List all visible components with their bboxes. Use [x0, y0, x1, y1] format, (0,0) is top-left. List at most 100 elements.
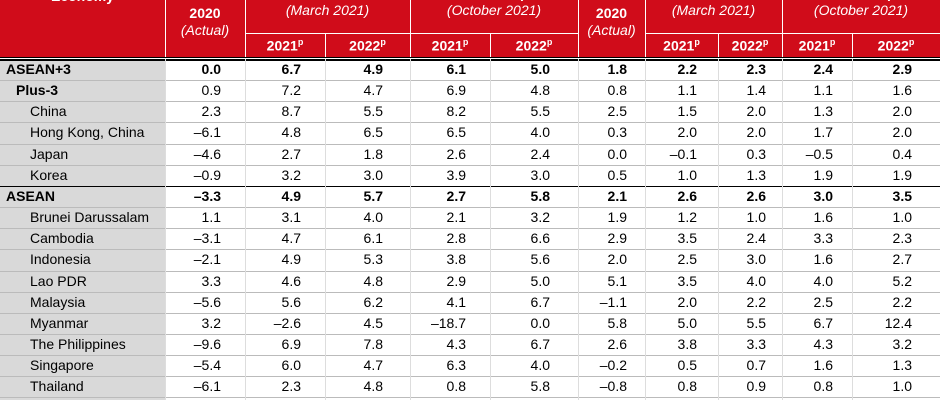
cell-value: 2.6: [677, 187, 697, 204]
row-line: [0, 228, 940, 230]
row-label: Thailand: [30, 378, 84, 395]
projection-mark: p: [297, 37, 304, 47]
row-label: Singapore: [30, 357, 94, 374]
cell-value: 0.3: [607, 124, 627, 141]
cell-value: 5.3: [363, 251, 383, 268]
cell-value: 3.5: [677, 230, 697, 247]
row-label: Korea: [30, 166, 68, 183]
header-block: AREO 2021 Update(October 2021): [410, 0, 578, 19]
cell-value: –5.6: [193, 293, 221, 310]
cell-value: 4.9: [281, 251, 301, 268]
cell-value: 2.0: [892, 124, 912, 141]
row-label: Cambodia: [30, 230, 94, 247]
cell-value: 6.7: [530, 335, 550, 352]
cell-value: 4.8: [281, 124, 301, 141]
cell-value: –4.6: [193, 145, 221, 162]
header-band: [0, 0, 940, 58]
projection-mark: p: [694, 37, 700, 47]
header-divider: [718, 33, 719, 58]
cell-value: 2.9: [446, 272, 466, 289]
cell-value: 0.8: [677, 378, 697, 395]
header-year: 2021p: [410, 37, 490, 54]
cell-value: –0.5: [805, 145, 833, 162]
cell-value: 0.7: [746, 357, 766, 374]
cell-value: 1.6: [892, 82, 912, 99]
cell-value: 0.8: [813, 378, 833, 395]
cell-value: 2.3: [892, 230, 912, 247]
header-title: 2020: [189, 5, 221, 21]
header-divider: [852, 33, 853, 58]
cell-value: 1.9: [607, 209, 627, 226]
cell-value: 5.8: [530, 187, 550, 204]
cell-value: 2.1: [607, 187, 627, 204]
column-line: [490, 59, 491, 400]
cell-value: 4.7: [281, 230, 301, 247]
header-block: 2020 (Actual): [165, 5, 245, 39]
cell-value: 2.8: [446, 230, 466, 247]
cell-value: 2.2: [677, 61, 697, 77]
cell-value: 3.0: [746, 251, 766, 268]
cell-value: 1.7: [813, 124, 833, 141]
cell-value: 5.0: [677, 314, 697, 331]
header-block: AREO 2021(March 2021): [245, 0, 410, 19]
cell-value: 2.4: [813, 61, 833, 77]
cell-value: 3.1: [281, 209, 301, 226]
cell-value: 4.9: [281, 187, 301, 204]
cell-value: 6.9: [446, 82, 466, 99]
cell-value: 1.9: [813, 166, 833, 183]
year: 2021: [266, 37, 298, 54]
cell-value: –0.2: [599, 357, 627, 374]
projection-mark: p: [908, 37, 915, 47]
cell-value: 3.2: [201, 314, 221, 331]
row-line: [0, 270, 940, 272]
cell-value: 5.6: [281, 293, 301, 310]
cell-value: 6.1: [363, 230, 383, 247]
cell-value: 5.2: [892, 272, 912, 289]
cell-value: 1.0: [677, 166, 697, 183]
header-divider: [165, 0, 166, 58]
row-line: [0, 59, 940, 61]
cell-value: 4.5: [363, 314, 383, 331]
cell-value: 4.6: [281, 272, 301, 289]
header-note: (Actual): [587, 22, 636, 38]
cell-value: 3.8: [446, 251, 466, 268]
header-economy: Economy: [0, 0, 165, 4]
row-label: The Philippines: [30, 335, 126, 352]
cell-value: 3.0: [530, 166, 550, 183]
cell-value: 2.0: [892, 103, 912, 120]
header-year: 2021p: [245, 37, 325, 54]
cell-value: 3.5: [892, 187, 912, 204]
cell-value: 5.5: [746, 314, 766, 331]
cell-value: –9.6: [193, 335, 221, 352]
row-label: China: [30, 103, 67, 120]
row-label: Hong Kong, China: [30, 124, 145, 141]
header-title: AREO 2021 Update: [431, 0, 558, 1]
cell-value: 5.0: [530, 272, 550, 289]
cell-value: 0.8: [607, 82, 627, 99]
cell-value: –0.1: [669, 145, 697, 162]
cell-value: 1.2: [677, 209, 697, 226]
cell-value: 4.1: [446, 293, 466, 310]
cell-value: 1.3: [813, 103, 833, 120]
cell-value: 1.5: [677, 103, 697, 120]
header-title: AREO 2021: [676, 0, 751, 1]
cell-value: 3.2: [281, 166, 301, 183]
projection-mark: p: [546, 37, 553, 47]
row-line: [0, 291, 940, 293]
cell-value: 7.8: [363, 335, 383, 352]
row-line: [0, 164, 940, 166]
cell-value: 1.6: [813, 357, 833, 374]
cell-value: 1.1: [677, 82, 697, 99]
cell-value: 8.2: [446, 103, 466, 120]
cell-value: 3.2: [530, 209, 550, 226]
cell-value: 0.0: [530, 314, 550, 331]
cell-value: –1.1: [599, 293, 627, 310]
cell-value: –18.7: [430, 314, 466, 331]
cell-value: 2.4: [746, 230, 766, 247]
cell-value: 2.0: [677, 293, 697, 310]
cell-value: 1.1: [813, 82, 833, 99]
header-title: AREO 2021: [290, 0, 365, 1]
projection-mark: p: [762, 37, 769, 47]
cell-value: –5.4: [193, 357, 221, 374]
